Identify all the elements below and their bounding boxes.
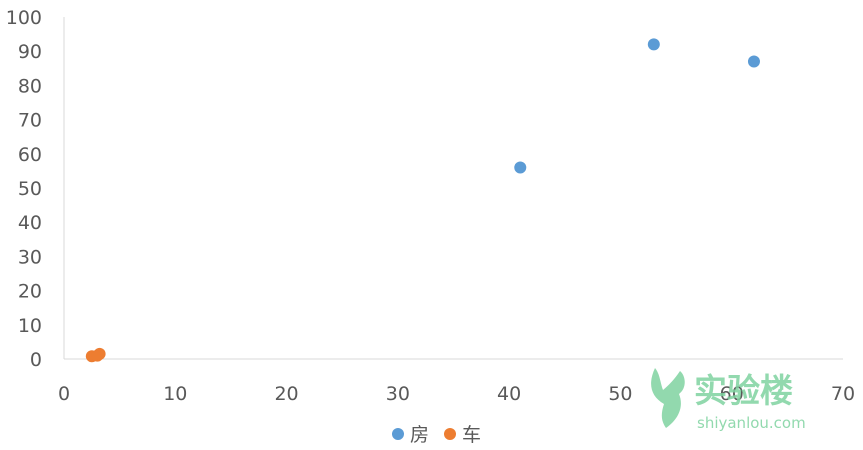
legend-label: 车	[462, 424, 481, 446]
data-point	[747, 55, 760, 68]
x-tick-label: 30	[386, 383, 410, 405]
x-tick-labels: 0 10 20 30 40 50 60 70	[58, 383, 855, 405]
watermark-subtitle: shiyanlou.com	[697, 414, 806, 432]
y-tick-label: 40	[18, 212, 42, 234]
x-tick-label: 10	[163, 383, 187, 405]
x-tick-label: 20	[274, 383, 298, 405]
y-tick-label: 10	[18, 315, 42, 337]
legend-marker	[392, 428, 404, 440]
watermark: 实验楼 shiyanlou.com	[651, 368, 806, 432]
y-tick-label: 70	[18, 110, 42, 132]
watermark-title: 实验楼	[694, 371, 793, 410]
x-tick-label: 0	[58, 383, 70, 405]
x-tick-label: 40	[497, 383, 521, 405]
y-tick-label: 30	[18, 246, 42, 268]
legend-marker	[444, 428, 456, 440]
y-tick-label: 60	[18, 144, 42, 166]
x-tick-label: 50	[608, 383, 632, 405]
y-tick-label: 80	[18, 75, 42, 97]
y-tick-label: 100	[6, 7, 42, 29]
data-points	[85, 38, 760, 363]
watermark-logo-icon	[651, 368, 685, 428]
data-point	[514, 161, 527, 174]
data-point	[93, 347, 106, 360]
y-tick-label: 0	[30, 349, 42, 371]
y-tick-labels: 0 10 20 30 40 50 60 70 80 90 100	[6, 7, 42, 371]
axes	[63, 17, 843, 360]
legend: 房车	[392, 424, 481, 446]
legend-label: 房	[410, 424, 429, 446]
y-tick-label: 20	[18, 281, 42, 303]
data-point	[647, 38, 660, 51]
x-tick-label: 70	[831, 383, 855, 405]
y-tick-label: 50	[18, 178, 42, 200]
y-tick-label: 90	[18, 41, 42, 63]
x-tick-label: 60	[720, 383, 744, 405]
